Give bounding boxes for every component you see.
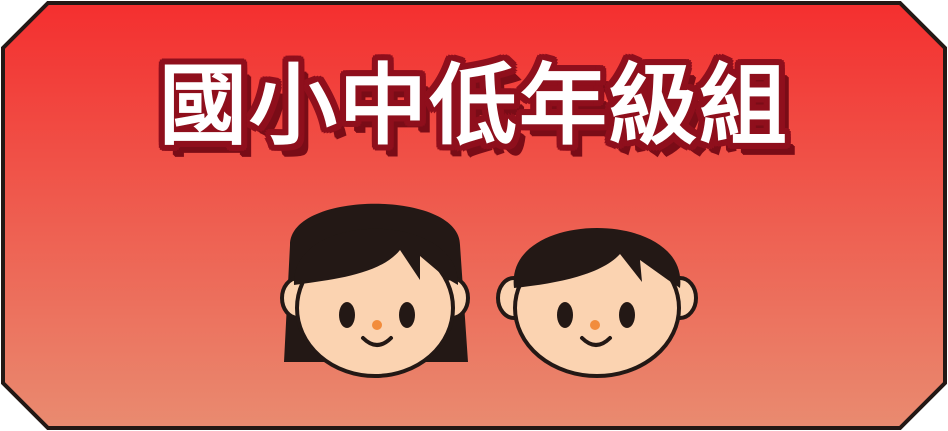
boy-face-icon (496, 228, 698, 378)
girl-face-icon (280, 203, 470, 378)
children-illustration (280, 203, 698, 378)
banner-title: 國小中低年級組 (158, 54, 789, 157)
